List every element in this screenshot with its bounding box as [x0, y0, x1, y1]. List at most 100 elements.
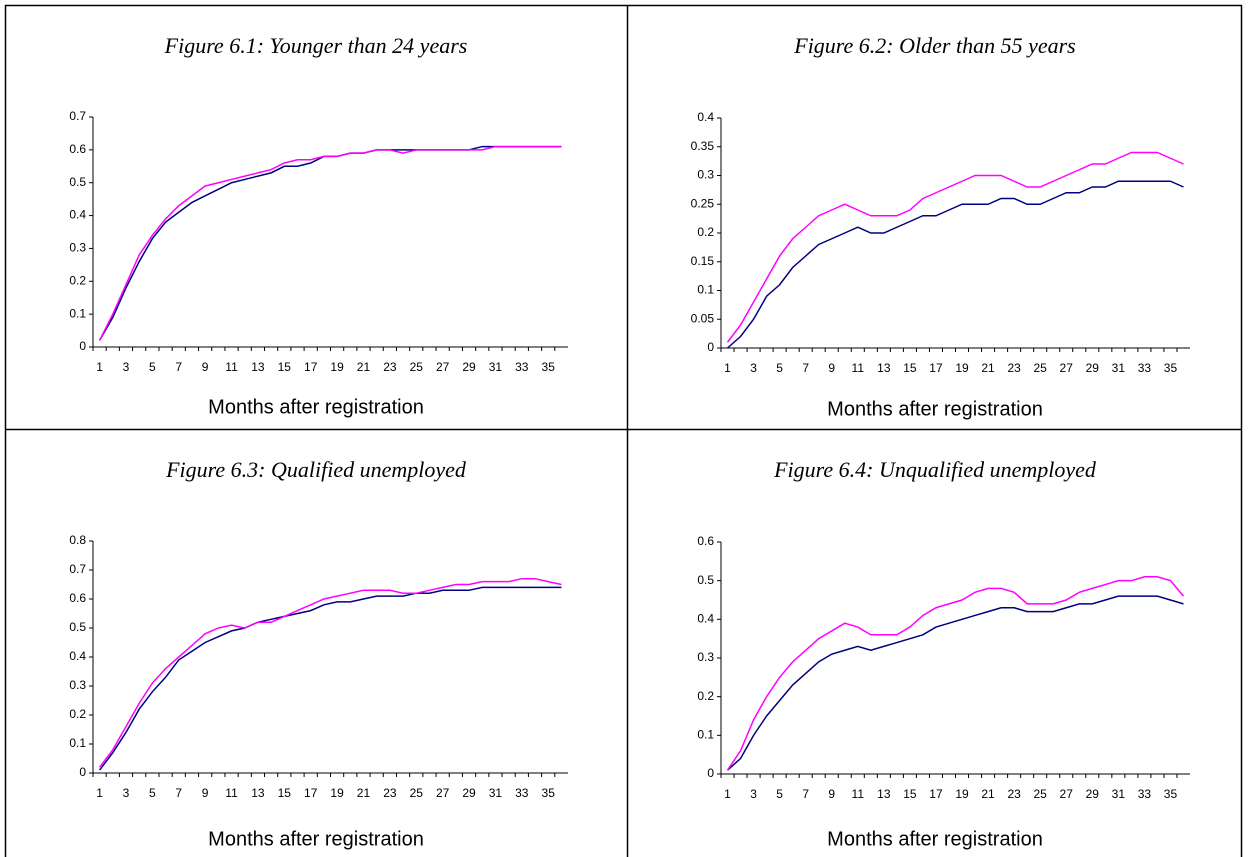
x-tick-label: 31	[1112, 361, 1126, 375]
x-tick-label: 27	[1060, 787, 1074, 801]
x-tick-label: 11	[225, 360, 238, 374]
y-tick-label: 0.1	[69, 306, 86, 320]
x-tick-label: 27	[436, 360, 450, 374]
x-tick-label: 29	[1086, 787, 1100, 801]
x-tick-label: 23	[1007, 361, 1021, 375]
y-tick-label: 0.1	[69, 736, 86, 750]
x-tick-label: 13	[877, 361, 891, 375]
y-tick-label: 0.6	[697, 534, 714, 548]
y-tick-label: 0.5	[69, 620, 86, 634]
x-tick-label: 31	[489, 786, 503, 800]
x-tick-label: 31	[1112, 787, 1126, 801]
x-tick-label: 11	[852, 787, 865, 801]
y-tick-label: 0	[79, 339, 86, 353]
x-tick-label: 35	[542, 786, 556, 800]
x-tick-label: 9	[202, 786, 209, 800]
x-tick-label: 35	[1164, 787, 1178, 801]
y-tick-label: 0.5	[69, 175, 86, 189]
x-tick-label: 9	[202, 360, 209, 374]
x-tick-label: 19	[330, 360, 344, 374]
x-tick-label: 5	[149, 360, 156, 374]
series-line	[98, 586, 562, 771]
series-line	[98, 577, 562, 768]
x-tick-label: 19	[955, 361, 969, 375]
x-axis-label: Months after registration	[827, 398, 1043, 420]
x-tick-label: 25	[410, 786, 424, 800]
x-tick-label: 11	[852, 361, 865, 375]
y-tick-label: 0.2	[69, 273, 86, 287]
x-tick-label: 17	[304, 360, 318, 374]
y-tick-label: 0.25	[691, 196, 715, 210]
x-axis-label: Months after registration	[827, 828, 1043, 850]
y-tick-label: 0.1	[697, 728, 714, 742]
series-line	[727, 595, 1184, 771]
y-tick-label: 0.35	[691, 139, 715, 153]
x-tick-label: 31	[489, 360, 503, 374]
x-tick-label: 23	[383, 360, 397, 374]
x-tick-label: 21	[357, 786, 371, 800]
x-tick-label: 9	[828, 361, 835, 375]
y-tick-label: 0.3	[697, 650, 714, 664]
series-line	[727, 180, 1184, 349]
x-tick-label: 15	[278, 360, 292, 374]
y-tick-label: 0.2	[69, 707, 86, 721]
x-tick-label: 21	[981, 787, 995, 801]
x-tick-label: 1	[96, 786, 103, 800]
y-tick-label: 0.3	[697, 168, 714, 182]
x-tick-label: 1	[96, 360, 103, 374]
x-tick-label: 27	[436, 786, 450, 800]
y-tick-label: 0.1	[697, 283, 714, 297]
x-tick-label: 13	[251, 786, 265, 800]
y-tick-label: 0.3	[69, 241, 86, 255]
y-tick-label: 0.05	[691, 311, 715, 325]
x-tick-label: 25	[410, 360, 424, 374]
x-tick-label: 19	[955, 787, 969, 801]
x-tick-label: 7	[802, 787, 809, 801]
x-tick-label: 15	[903, 787, 917, 801]
x-tick-label: 3	[123, 360, 130, 374]
x-tick-label: 15	[903, 361, 917, 375]
y-tick-label: 0.6	[69, 142, 86, 156]
y-tick-label: 0.4	[697, 612, 714, 626]
y-tick-label: 0.2	[697, 225, 714, 239]
x-tick-label: 15	[278, 786, 292, 800]
x-tick-label: 5	[776, 361, 783, 375]
y-tick-label: 0.4	[69, 649, 86, 663]
x-tick-label: 33	[515, 360, 529, 374]
x-tick-label: 23	[1007, 787, 1021, 801]
x-tick-label: 19	[330, 786, 344, 800]
y-tick-label: 0.15	[691, 254, 715, 268]
x-tick-label: 17	[929, 361, 943, 375]
series-line	[98, 145, 562, 341]
x-tick-label: 17	[304, 786, 318, 800]
chart-title: Figure 6.4: Unqualified unemployed	[773, 457, 1097, 482]
x-tick-label: 1	[724, 787, 731, 801]
x-tick-label: 3	[750, 361, 757, 375]
x-tick-label: 27	[1060, 361, 1074, 375]
y-tick-label: 0.4	[697, 110, 714, 124]
x-tick-label: 9	[828, 787, 835, 801]
x-tick-label: 7	[175, 786, 182, 800]
x-tick-label: 21	[981, 361, 995, 375]
x-tick-label: 25	[1034, 787, 1048, 801]
x-tick-label: 13	[877, 787, 891, 801]
y-tick-label: 0.4	[69, 208, 86, 222]
chart-title: Figure 6.1: Younger than 24 years	[164, 33, 468, 58]
chart-title: Figure 6.2: Older than 55 years	[793, 33, 1075, 58]
x-axis-label: Months after registration	[208, 396, 424, 418]
x-tick-label: 5	[149, 786, 156, 800]
outer-border	[4, 4, 1243, 857]
x-tick-label: 33	[515, 786, 529, 800]
chart-title: Figure 6.3: Qualified unemployed	[165, 457, 467, 482]
y-tick-label: 0	[79, 765, 86, 779]
x-tick-label: 3	[750, 787, 757, 801]
y-tick-label: 0	[707, 340, 714, 354]
y-tick-label: 0	[707, 766, 714, 780]
y-tick-label: 0.7	[69, 562, 86, 576]
x-tick-label: 7	[802, 361, 809, 375]
x-tick-label: 29	[462, 786, 476, 800]
x-tick-label: 33	[1138, 361, 1152, 375]
x-tick-label: 35	[542, 360, 556, 374]
x-tick-label: 29	[1086, 361, 1100, 375]
